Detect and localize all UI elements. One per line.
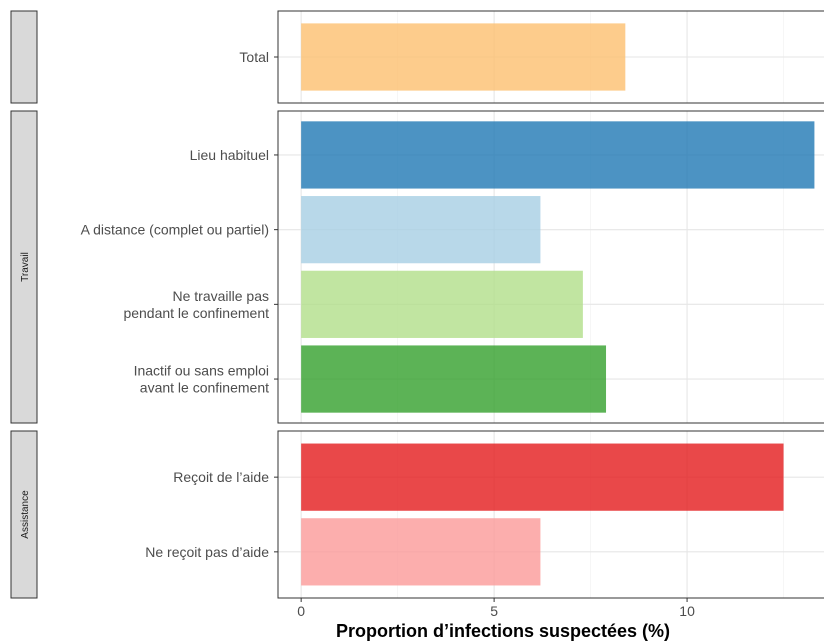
panel-border [277, 430, 824, 599]
bar [301, 443, 784, 511]
bar [301, 345, 607, 413]
facet-strip [10, 10, 38, 104]
category-label: Total [239, 49, 269, 65]
category-label: avant le confinement [140, 380, 269, 396]
panel-border [277, 110, 824, 424]
bar [301, 270, 583, 338]
facet-strip [10, 430, 38, 599]
x-tick-label: 5 [490, 603, 498, 619]
category-label: Ne travaille pas [173, 288, 270, 304]
category-label: Reçoit de l’aide [173, 469, 269, 485]
x-tick-label: 0 [297, 603, 305, 619]
panel-border [277, 10, 824, 104]
facet-strip-label: Travail [20, 252, 31, 282]
bar [301, 196, 541, 264]
x-axis-title: Proportion d’infections suspectées (%) [336, 621, 670, 641]
facet-strip [10, 110, 38, 424]
category-label: Ne reçoit pas d’aide [145, 544, 269, 560]
bar [301, 518, 541, 586]
category-label: Lieu habituel [190, 147, 269, 163]
bar [301, 121, 815, 189]
x-tick-label: 10 [679, 603, 695, 619]
category-label: A distance (complet ou partiel) [81, 222, 269, 238]
facet-strip-label: Assistance [20, 490, 31, 539]
category-label: Inactif ou sans emploi [134, 363, 269, 379]
category-label: pendant le confinement [123, 305, 269, 321]
bar [301, 23, 626, 91]
